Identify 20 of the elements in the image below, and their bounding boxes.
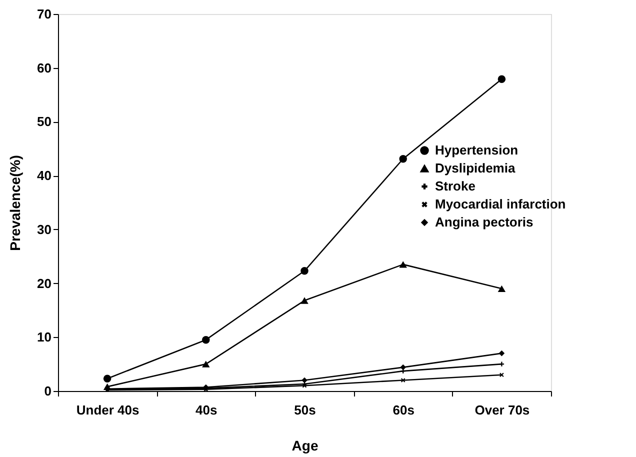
y-tick-label: 10 [37,330,52,345]
x-tick-label: 60s [392,402,414,418]
legend-label: Hypertension [435,142,518,158]
x-tick-label: 40s [196,402,218,418]
y-tick-label: 50 [37,114,52,130]
legend-label: Dyslipidemia [435,160,516,176]
x-axis-title: Age [292,438,318,454]
y-axis-title: Prevalence(%) [7,155,24,251]
y-tick-label: 70 [37,6,52,22]
y-tick-label: 20 [37,276,52,291]
y-tick-label: 60 [37,60,52,76]
y-tick-label: 0 [44,384,52,398]
y-tick-label: 40 [37,168,52,184]
x-tick-label: Over 70s [474,402,530,418]
legend-label: Myocardial infarction [435,196,566,212]
y-tick-label: 30 [37,222,52,237]
x-tick-label: 50s [294,402,316,418]
x-tick-label: Under 40s [76,402,140,418]
legend-label: Stroke [435,178,476,194]
legend-label: Angina pectoris [435,214,534,230]
